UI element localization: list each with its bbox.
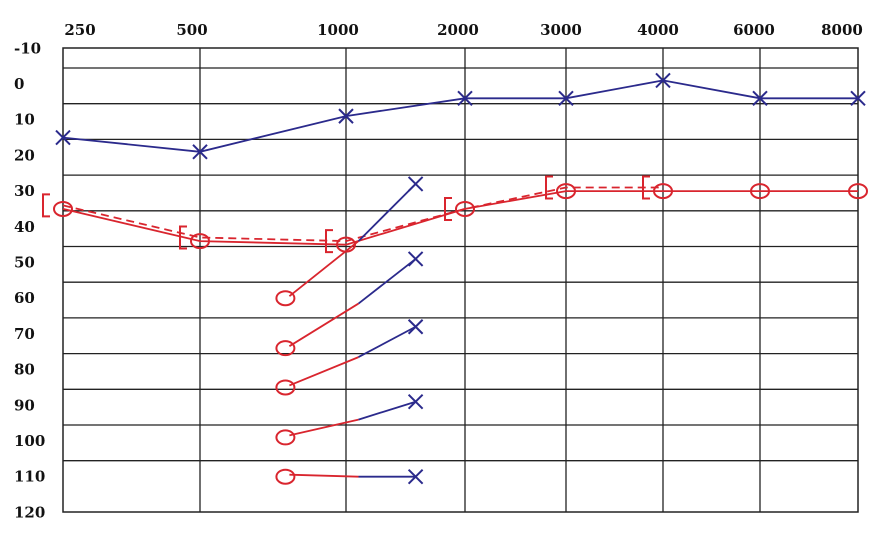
marker-o xyxy=(275,340,296,357)
series-line xyxy=(358,325,417,358)
x-tick-label: 8000 xyxy=(821,21,863,39)
marker-o xyxy=(653,183,673,200)
marker-x xyxy=(192,144,208,160)
y-tick-label: 0 xyxy=(14,75,24,93)
marker-o xyxy=(275,290,296,307)
x-tick-label: 250 xyxy=(64,21,95,39)
series-line xyxy=(62,190,858,246)
marker-o xyxy=(750,183,770,200)
marker-x xyxy=(338,108,354,124)
marker-bracket xyxy=(444,196,452,221)
marker-x xyxy=(558,90,574,106)
y-tick-label: 80 xyxy=(14,361,35,379)
marker-x xyxy=(407,394,424,410)
y-tick-label: 100 xyxy=(14,432,45,450)
plot-frame xyxy=(62,47,859,513)
series-line xyxy=(289,356,359,387)
series-6 xyxy=(275,394,424,446)
series-line xyxy=(357,258,417,305)
y-tick-label: 60 xyxy=(14,289,35,307)
series xyxy=(42,72,868,485)
series-2 xyxy=(42,175,663,254)
y-tick-label: 50 xyxy=(14,254,35,272)
x-tick-label: 3000 xyxy=(540,21,582,39)
marker-x xyxy=(407,176,424,192)
series-7 xyxy=(275,468,424,485)
x-tick-label: 500 xyxy=(176,21,207,39)
series-5 xyxy=(275,319,424,396)
marker-x xyxy=(752,90,768,106)
marker-bracket xyxy=(42,193,50,218)
marker-bracket xyxy=(545,175,553,200)
y-tick-label: 70 xyxy=(14,325,35,343)
marker-o xyxy=(190,233,210,250)
marker-x xyxy=(55,129,71,146)
y-tick-labels: -10 0 10 20 30 40 50 60 70 80 90 100 110 120 xyxy=(14,39,45,521)
y-tick-label: -10 xyxy=(14,39,41,57)
marker-o xyxy=(53,200,73,217)
series-line xyxy=(289,418,359,437)
marker-x xyxy=(655,72,671,89)
marker-o xyxy=(848,183,868,200)
marker-o xyxy=(275,379,296,396)
series-line xyxy=(357,183,417,242)
y-tick-label: 30 xyxy=(14,182,35,200)
marker-x xyxy=(457,90,473,106)
marker-x xyxy=(407,319,424,335)
x-tick-label: 6000 xyxy=(733,21,775,39)
marker-bracket xyxy=(325,229,333,254)
series-line xyxy=(288,240,360,297)
x-tick-label: 1000 xyxy=(317,21,359,39)
series-4 xyxy=(275,251,424,357)
series-line xyxy=(62,186,663,243)
y-tick-label: 110 xyxy=(14,468,45,486)
x-tick-labels: 250 500 1000 2000 3000 4000 6000 8000 xyxy=(64,21,863,39)
marker-x xyxy=(850,90,866,106)
marker-bracket xyxy=(642,175,650,200)
series-1 xyxy=(53,183,868,253)
series-3 xyxy=(275,176,424,307)
y-tick-label: 10 xyxy=(14,111,35,129)
grid xyxy=(62,47,859,513)
series-line xyxy=(289,473,359,478)
marker-o xyxy=(455,200,475,217)
marker-o xyxy=(275,429,296,446)
marker-x xyxy=(407,468,424,485)
series-0 xyxy=(55,72,866,160)
y-tick-label: 40 xyxy=(14,218,35,236)
y-tick-label: 90 xyxy=(14,396,35,414)
marker-o xyxy=(275,468,296,485)
marker-x xyxy=(407,251,424,267)
series-line xyxy=(288,302,359,347)
y-tick-label: 20 xyxy=(14,146,35,164)
series-line xyxy=(358,400,416,421)
marker-bracket xyxy=(179,225,187,250)
x-tick-label: 2000 xyxy=(437,21,479,39)
y-tick-label: 120 xyxy=(14,503,45,521)
x-tick-label: 4000 xyxy=(637,21,679,39)
series-line xyxy=(62,79,858,153)
marker-o xyxy=(556,183,576,200)
